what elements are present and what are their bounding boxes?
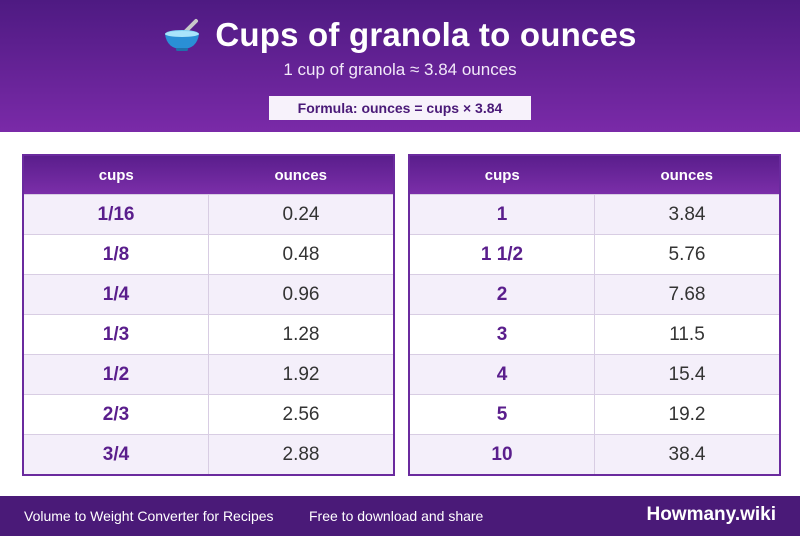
table-row: 3/4 2.88 xyxy=(24,434,393,474)
column-header-cups: cups xyxy=(98,166,134,184)
table-row: 1/3 1.28 xyxy=(24,314,393,354)
footer-note: Free to download and share xyxy=(309,508,484,524)
cups-cell: 1 xyxy=(410,195,595,234)
table-row: 1 1/2 5.76 xyxy=(410,234,779,274)
ounces-cell: 19.2 xyxy=(668,403,706,425)
table-row: 3 11.5 xyxy=(410,314,779,354)
column-header-ounces: ounces xyxy=(274,166,327,184)
table-row: 2 7.68 xyxy=(410,274,779,314)
header: Cups of granola to ounces 1 cup of grano… xyxy=(0,0,800,132)
cups-cell: 1/4 xyxy=(24,275,209,314)
cups-cell: 2/3 xyxy=(24,395,209,434)
cups-cell: 1/3 xyxy=(24,315,209,354)
table-row: 1/8 0.48 xyxy=(24,234,393,274)
table-row: 1 3.84 xyxy=(410,194,779,234)
column-header-cups: cups xyxy=(484,166,520,184)
ounces-cell: 2.88 xyxy=(282,443,320,465)
page-title: Cups of granola to ounces xyxy=(215,16,637,53)
table-row: 1/16 0.24 xyxy=(24,194,393,234)
table-header: cups ounces xyxy=(410,156,779,194)
ounces-cell: 3.84 xyxy=(668,203,706,225)
table-row: 1/4 0.96 xyxy=(24,274,393,314)
table-row: 2/3 2.56 xyxy=(24,394,393,434)
cups-cell: 1/8 xyxy=(24,235,209,274)
ounces-cell: 0.24 xyxy=(282,203,320,225)
footer: Volume to Weight Converter for Recipes F… xyxy=(0,496,800,536)
ounces-cell: 1.92 xyxy=(282,363,320,385)
ounces-cell: 2.56 xyxy=(282,403,320,425)
footer-caption: Volume to Weight Converter for Recipes xyxy=(24,508,274,524)
table-row: 10 38.4 xyxy=(410,434,779,474)
ounces-cell: 7.68 xyxy=(668,283,706,305)
table-row: 4 15.4 xyxy=(410,354,779,394)
bowl-icon xyxy=(163,18,203,52)
ounces-cell: 11.5 xyxy=(669,323,705,345)
table-header: cups ounces xyxy=(24,156,393,194)
ounces-cell: 5.76 xyxy=(668,243,706,265)
cups-cell: 5 xyxy=(410,395,595,434)
table-row: 1/2 1.92 xyxy=(24,354,393,394)
subtitle: 1 cup of granola ≈ 3.84 ounces xyxy=(283,60,517,79)
ounces-cell: 0.96 xyxy=(282,283,320,305)
cups-cell: 3 xyxy=(410,315,595,354)
conversion-table-left: cups ounces 1/16 0.24 1/8 0.48 1/4 0.96 1/3… xyxy=(22,154,395,476)
cups-cell: 4 xyxy=(410,355,595,394)
ounces-cell: 38.4 xyxy=(668,443,706,465)
conversion-table-right: cups ounces 1 3.84 1 1/2 5.76 2 7.68 3 11.5 … xyxy=(408,154,781,476)
cups-cell: 1/16 xyxy=(24,195,209,234)
table-row: 5 19.2 xyxy=(410,394,779,434)
cups-cell: 2 xyxy=(410,275,595,314)
brand-logo: Howmany.wiki xyxy=(646,504,776,525)
column-header-ounces: ounces xyxy=(660,166,713,184)
title-row: Cups of granola to ounces xyxy=(0,14,800,56)
cups-cell: 3/4 xyxy=(24,435,209,474)
cups-cell: 1 1/2 xyxy=(410,235,595,274)
ounces-cell: 0.48 xyxy=(282,243,320,265)
ounces-cell: 1.28 xyxy=(282,323,320,345)
cups-cell: 1/2 xyxy=(24,355,209,394)
cups-cell: 10 xyxy=(410,435,595,474)
ounces-cell: 15.4 xyxy=(668,363,706,385)
formula-badge: Formula: ounces = cups × 3.84 xyxy=(269,96,531,120)
